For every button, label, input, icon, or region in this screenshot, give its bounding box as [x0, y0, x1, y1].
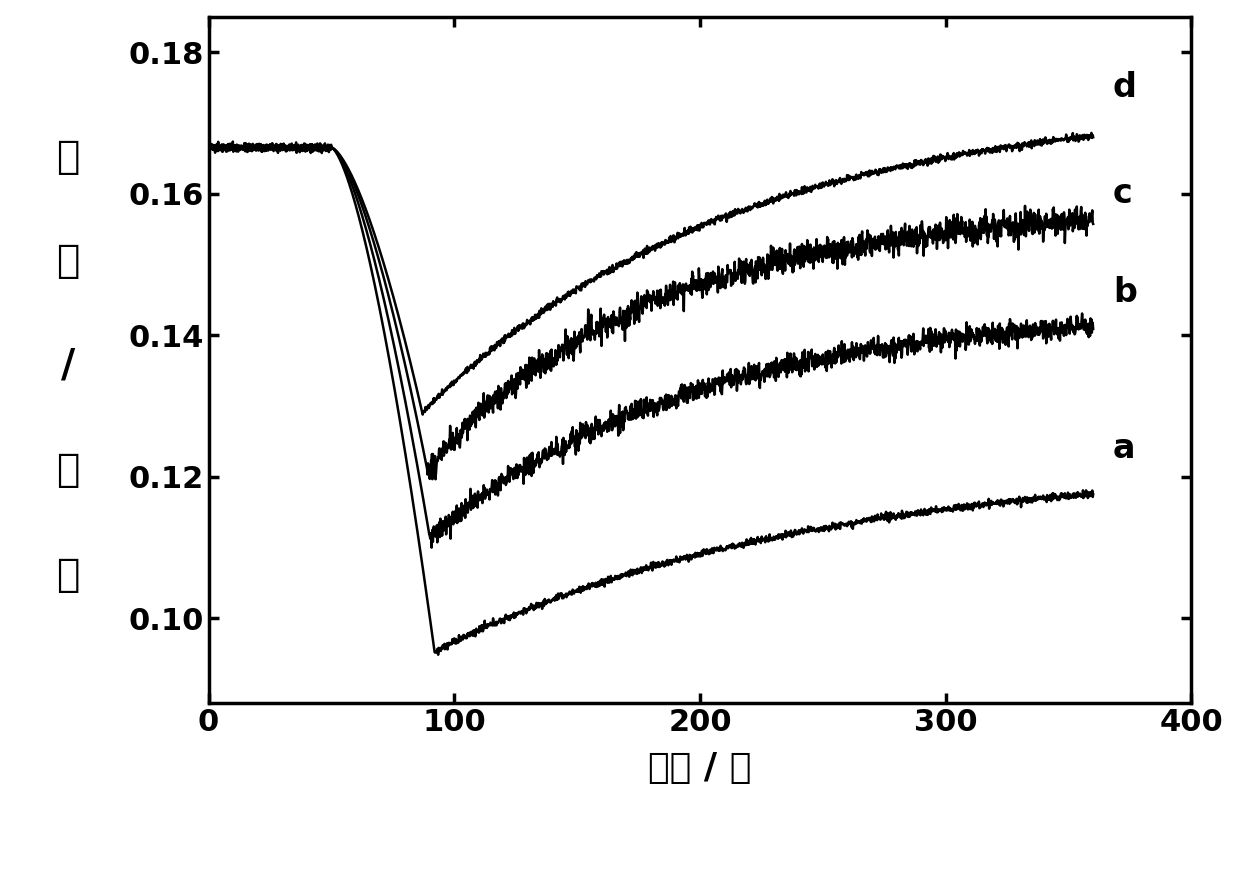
- Text: b: b: [1112, 276, 1137, 309]
- Text: /: /: [61, 347, 76, 385]
- X-axis label: 时间 / 秒: 时间 / 秒: [649, 751, 751, 785]
- Text: a: a: [1112, 432, 1136, 465]
- Text: 伏: 伏: [57, 451, 79, 490]
- Text: 特: 特: [57, 556, 79, 594]
- Text: c: c: [1112, 177, 1132, 210]
- Text: d: d: [1112, 71, 1137, 104]
- Text: 位: 位: [57, 242, 79, 280]
- Text: 电: 电: [57, 138, 79, 176]
